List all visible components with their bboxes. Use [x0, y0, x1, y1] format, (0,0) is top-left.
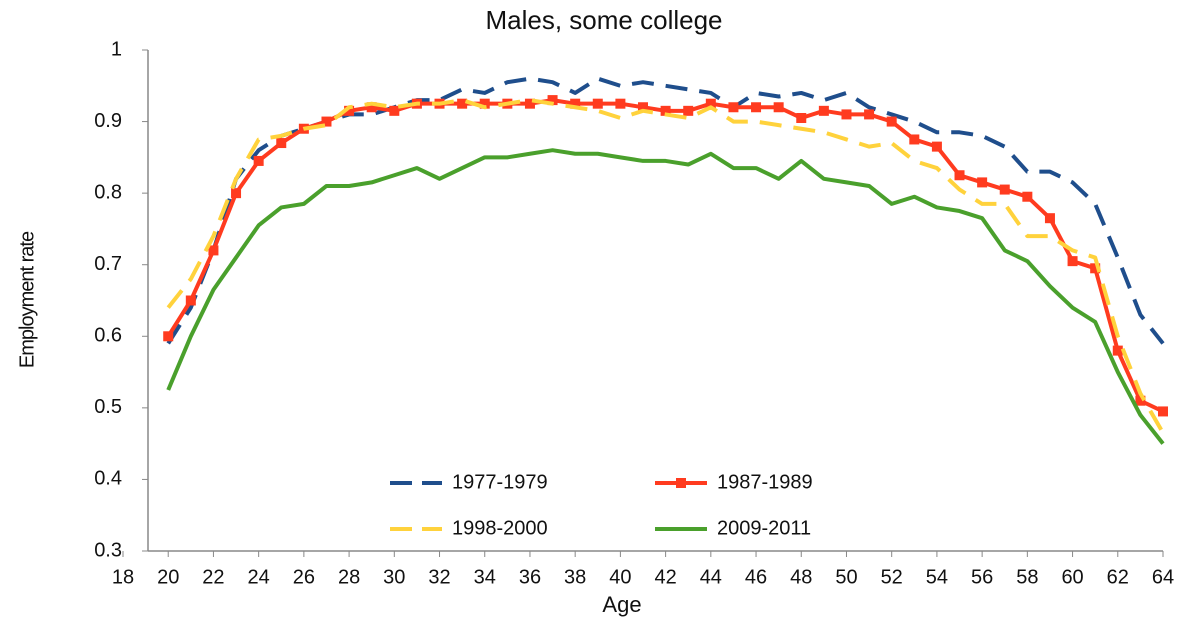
x-tick-label: 20 [157, 566, 179, 588]
x-tick-label: 54 [926, 566, 948, 588]
series-marker [773, 102, 784, 113]
series-marker [954, 170, 965, 181]
legend-label: 2009-2011 [717, 517, 811, 539]
series-marker [1044, 213, 1055, 224]
x-tick-label: 24 [248, 566, 270, 588]
x-tick-label: 58 [1016, 566, 1038, 588]
x-tick-label: 40 [609, 566, 631, 588]
series-line [166, 76, 1165, 345]
x-tick-label: 22 [202, 566, 224, 588]
series-marker [705, 98, 716, 109]
series-marker [818, 105, 829, 116]
series-marker [344, 105, 355, 116]
series-marker [547, 95, 558, 106]
x-tick-label: 30 [383, 566, 405, 588]
x-tick-label: 32 [428, 566, 450, 588]
series-marker [660, 105, 671, 116]
series-marker [931, 141, 942, 152]
series-marker [909, 134, 920, 145]
series-line [166, 148, 1165, 445]
series-marker [231, 188, 242, 199]
chart-title: Males, some college [486, 5, 723, 35]
x-tick-label: 48 [790, 566, 812, 588]
series-marker [366, 102, 377, 113]
series-marker [886, 116, 897, 127]
x-tick-label: 52 [881, 566, 903, 588]
x-tick-label: 62 [1107, 566, 1129, 588]
series-marker [208, 245, 219, 256]
y-tick-label: 0.3 [94, 539, 122, 561]
y-tick-label: 0.7 [94, 253, 122, 275]
x-tick-label: 36 [519, 566, 541, 588]
series-marker [479, 98, 490, 109]
y-tick-label: 1 [111, 38, 122, 60]
x-tick-label: 60 [1061, 566, 1083, 588]
series-marker [163, 331, 174, 342]
series-line [166, 98, 1165, 434]
series-marker [977, 177, 988, 188]
series-marker [841, 109, 852, 120]
x-tick-label: 18 [112, 566, 134, 588]
series-marker [570, 98, 581, 109]
series-marker [796, 112, 807, 123]
series-marker [1112, 345, 1123, 356]
series-marker [638, 102, 648, 113]
y-tick-label: 0.5 [94, 396, 122, 418]
y-axis-label: Employment rate [16, 231, 38, 368]
y-tick-label: 0.9 [94, 110, 122, 132]
y-tick-label: 0.6 [94, 325, 122, 347]
series-marker [615, 98, 626, 109]
x-tick-label: 42 [654, 566, 676, 588]
y-tick-label: 0.8 [94, 181, 122, 203]
x-tick-label: 38 [564, 566, 586, 588]
series-marker [592, 98, 603, 109]
series-marker [683, 105, 694, 116]
legend-marker [676, 478, 686, 488]
x-tick-label: 28 [338, 566, 360, 588]
series-marker [321, 116, 332, 127]
series-marker [253, 155, 264, 166]
series-marker [864, 109, 875, 120]
series-marker [389, 105, 400, 116]
x-tick-label: 50 [835, 566, 857, 588]
series-marker [999, 184, 1010, 195]
y-tick-label: 0.4 [94, 468, 122, 490]
series-marker [524, 98, 535, 109]
series-marker [276, 138, 287, 149]
x-tick-label: 46 [745, 566, 767, 588]
x-tick-label: 56 [971, 566, 993, 588]
x-tick-label: 34 [474, 566, 496, 588]
series-marker [1067, 256, 1078, 267]
series-marker [751, 102, 762, 113]
series-marker [1022, 191, 1033, 202]
x-tick-label: 26 [293, 566, 315, 588]
series-marker [1135, 395, 1146, 406]
legend-label: 1977-1979 [452, 471, 548, 493]
x-axis-label: Age [602, 592, 641, 617]
series-marker [1158, 406, 1168, 417]
series-marker [457, 98, 468, 109]
series-marker [185, 295, 196, 306]
series-marker [1090, 263, 1101, 274]
legend-label: 1987-1989 [717, 471, 813, 493]
series-marker [728, 102, 739, 113]
x-tick-label: 64 [1152, 566, 1174, 588]
x-tick-label: 44 [700, 566, 722, 588]
legend-label: 1998-2000 [452, 517, 548, 539]
